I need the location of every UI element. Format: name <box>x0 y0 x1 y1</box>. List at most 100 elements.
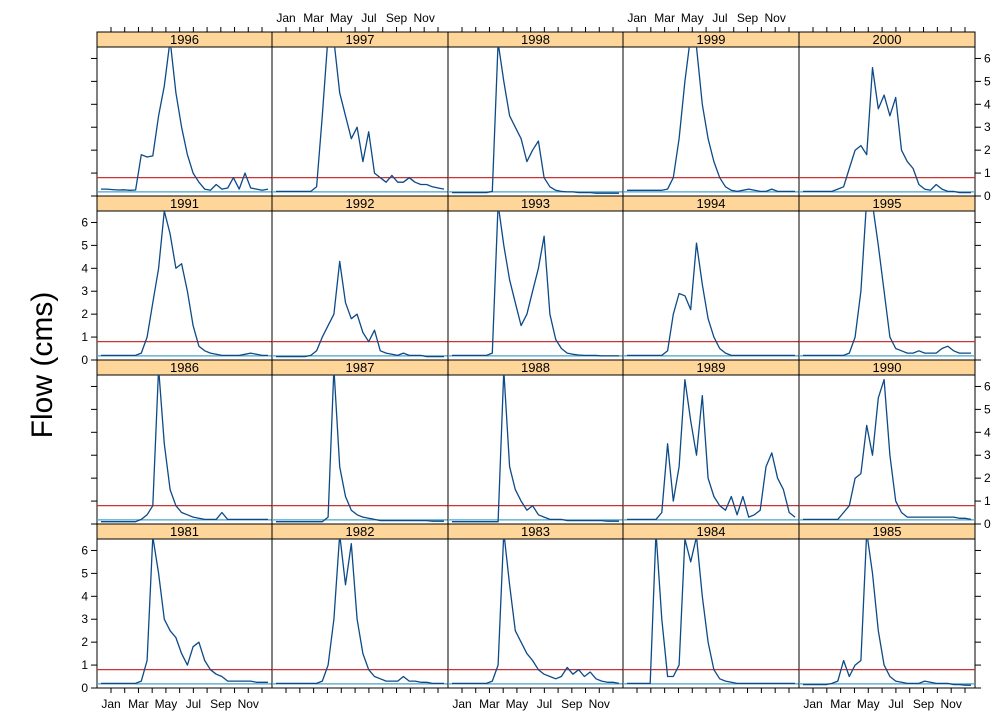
x-tick-label: Jan <box>627 11 646 25</box>
x-tick-label: Nov <box>414 11 435 25</box>
flow-series-1991 <box>101 211 268 357</box>
x-tick-label: Mar <box>654 11 675 25</box>
panel-1982: 1982 <box>271 523 449 693</box>
y-tick-label: 1 <box>984 166 991 180</box>
strip-label-1981: 1981 <box>170 524 199 539</box>
y-tick-label: 5 <box>984 402 991 416</box>
y-tick-label: 4 <box>81 589 88 603</box>
y-tick-label: 3 <box>984 120 991 134</box>
panel-1993: 1993 <box>447 195 624 361</box>
strip-label-1990: 1990 <box>873 360 902 375</box>
plot-area-1993 <box>447 210 624 361</box>
x-tick-label: Jul <box>712 11 727 25</box>
y-tick-label: 0 <box>984 517 991 531</box>
panel-2000: 2000 0 1 2 3 4 5 6 <box>798 27 991 203</box>
flow-series-1990 <box>803 378 972 521</box>
flow-series-1997 <box>276 47 445 193</box>
y-tick-label: 3 <box>81 284 88 298</box>
x-tick-label: May <box>330 11 353 25</box>
plot-area-1988 <box>447 374 624 525</box>
y-tick-label: 6 <box>81 543 88 557</box>
strip-label-1993: 1993 <box>521 196 550 211</box>
y-tick-label: 4 <box>984 425 991 439</box>
plot-area-1997 <box>271 46 449 197</box>
flow-series-1982 <box>276 539 444 685</box>
flow-series-1986 <box>101 375 268 523</box>
y-tick-label: 4 <box>984 97 991 111</box>
flow-series-1992 <box>276 260 444 358</box>
plot-area-2000 <box>798 46 976 197</box>
panel-1983: 1983 Jan Mar May Jul Sep Nov <box>447 523 624 711</box>
strip-label-1982: 1982 <box>346 524 375 539</box>
plot-area-1998 <box>447 46 624 197</box>
y-tick-label: 2 <box>984 143 991 157</box>
plot-area-1982 <box>271 538 449 689</box>
flow-series-1981 <box>101 539 268 685</box>
x-tick-label: Mar <box>830 697 851 711</box>
x-tick-label: Sep <box>913 697 935 711</box>
x-tick-label: May <box>155 697 178 711</box>
x-tick-label: Jul <box>537 697 552 711</box>
panel-1986: 1986 <box>91 359 273 525</box>
panel-1994: 1994 <box>622 195 800 361</box>
strip-label-1987: 1987 <box>346 360 375 375</box>
strip-label-1984: 1984 <box>697 524 726 539</box>
y-tick-label: 3 <box>984 448 991 462</box>
flow-series-1996 <box>101 47 269 191</box>
x-tick-label: Jul <box>888 697 903 711</box>
y-tick-label: 0 <box>984 189 991 203</box>
plot-area-1990 <box>798 374 976 525</box>
x-tick-label: Nov <box>765 11 786 25</box>
panel-1997: 1997 Jan Mar May Jul Sep Nov <box>271 11 449 197</box>
x-tick-label: Mar <box>303 11 324 25</box>
flow-series-1999 <box>627 47 795 193</box>
y-tick-label: 1 <box>81 658 88 672</box>
strip-label-1999: 1999 <box>697 32 726 47</box>
flow-series-1987 <box>276 375 444 523</box>
flow-series-1989 <box>627 378 796 521</box>
x-tick-label: Sep <box>386 11 408 25</box>
strip-label-1986: 1986 <box>170 360 199 375</box>
panel-1990: 1990 0 1 2 3 4 5 6 <box>798 359 991 531</box>
x-tick-label: Jan <box>101 697 120 711</box>
plot-area-1986 <box>96 374 273 525</box>
flow-series-1993 <box>452 211 619 357</box>
plot-area-1987 <box>271 374 449 525</box>
x-tick-label: May <box>681 11 704 25</box>
x-tick-label: Nov <box>238 697 259 711</box>
flow-series-1998 <box>452 47 619 194</box>
panel-1998: 1998 <box>447 27 624 197</box>
panel-1992: 1992 <box>271 195 449 361</box>
flow-series-1984 <box>627 539 795 685</box>
panel-1985: 1985 Jan Mar May Jul Sep Nov <box>798 523 981 711</box>
plot-area-1995 <box>798 210 976 361</box>
flow-series-1995 <box>803 211 971 357</box>
y-tick-label: 1 <box>984 494 991 508</box>
panel-1984: 1984 <box>622 523 800 693</box>
panel-1987: 1987 <box>271 359 449 525</box>
plot-area-1996 <box>96 46 273 197</box>
panel-1988: 1988 <box>447 359 624 525</box>
strip-label-1998: 1998 <box>521 32 550 47</box>
strip-label-1994: 1994 <box>697 196 726 211</box>
y-tick-label: 2 <box>81 635 88 649</box>
x-tick-label: Mar <box>128 697 149 711</box>
x-tick-label: Sep <box>737 11 759 25</box>
x-tick-label: May <box>857 697 880 711</box>
y-axis-label: Flow (cms) <box>26 292 59 439</box>
y-tick-label: 6 <box>984 379 991 393</box>
panel-1999: 1999 Jan Mar May Jul Sep Nov <box>622 11 800 197</box>
y-tick-label: 2 <box>81 307 88 321</box>
strip-label-2000: 2000 <box>873 32 902 47</box>
strip-label-1991: 1991 <box>170 196 199 211</box>
x-tick-label: May <box>506 697 529 711</box>
strip-label-1983: 1983 <box>521 524 550 539</box>
y-tick-label: 5 <box>984 74 991 88</box>
plot-area-1981 <box>96 538 273 689</box>
plot-area-1994 <box>622 210 800 361</box>
y-tick-label: 5 <box>81 566 88 580</box>
flow-series-1988 <box>452 375 619 523</box>
x-tick-label: Sep <box>210 697 232 711</box>
